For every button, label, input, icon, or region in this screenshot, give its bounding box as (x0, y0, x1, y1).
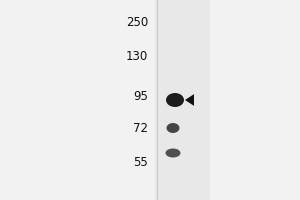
Ellipse shape (166, 148, 181, 158)
Text: 55: 55 (133, 156, 148, 168)
Ellipse shape (166, 93, 184, 107)
Text: 95: 95 (133, 90, 148, 104)
Polygon shape (185, 94, 194, 106)
Text: 72: 72 (133, 121, 148, 134)
Bar (155, 0, 210, 200)
Text: 130: 130 (126, 50, 148, 64)
Text: 250: 250 (126, 16, 148, 28)
Ellipse shape (167, 123, 179, 133)
